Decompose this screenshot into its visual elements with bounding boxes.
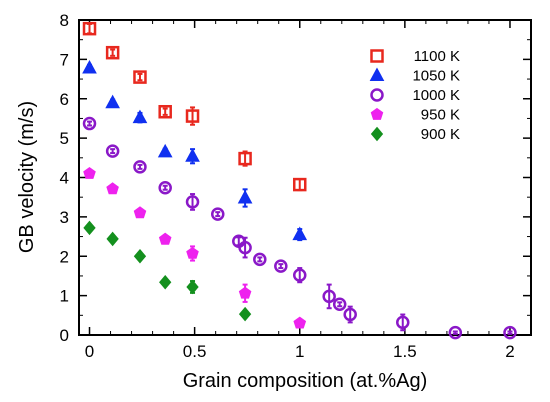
y-tick-label: 3 <box>60 208 69 227</box>
legend-label: 950 K <box>421 107 460 124</box>
y-tick-label: 2 <box>60 247 69 266</box>
legend-item: 1050 K <box>369 67 460 85</box>
data-point <box>186 246 199 259</box>
legend-label: 1050 K <box>412 68 460 85</box>
legend-item: 950 K <box>370 107 460 124</box>
data-point <box>238 240 252 255</box>
data-point <box>158 232 172 245</box>
data-point <box>238 306 252 322</box>
data-point <box>185 109 200 123</box>
series-diamond <box>83 220 252 322</box>
data-point <box>293 316 307 329</box>
x-tick-label: 2 <box>505 342 514 361</box>
x-tick-label: 0.5 <box>183 342 207 361</box>
legend: 1100 K 1050 K 1000 K 950 K 900 K <box>369 48 460 143</box>
data-point <box>133 248 147 264</box>
y-tick-label: 4 <box>60 169 69 188</box>
data-point <box>82 116 97 131</box>
data-point <box>211 207 225 221</box>
x-tick-labels: 0 0.5 1 1.5 2 <box>85 342 515 361</box>
data-point <box>133 206 147 219</box>
series-pentagon <box>83 166 307 329</box>
data-point <box>238 151 252 166</box>
data-point <box>503 325 517 340</box>
x-tick-label: 1 <box>295 342 304 361</box>
y-tick-label: 8 <box>60 11 69 30</box>
legend-marker <box>370 88 384 102</box>
legend-marker <box>370 107 384 120</box>
data-point <box>292 226 308 241</box>
data-point <box>448 325 463 340</box>
data-point <box>133 70 147 84</box>
plot-frame <box>78 19 532 336</box>
data-point <box>292 268 307 282</box>
data-point <box>253 252 267 267</box>
y-tick-label: 7 <box>60 50 69 69</box>
x-axis-title: Grain composition (at.%Ag) <box>183 370 428 392</box>
legend-label: 1000 K <box>412 87 460 104</box>
data-point <box>343 307 357 322</box>
data-point <box>274 259 288 273</box>
data-point <box>237 189 253 204</box>
legend-item: 900 K <box>370 126 460 143</box>
data-point <box>82 21 97 36</box>
data-point <box>106 182 119 195</box>
data-point <box>396 315 410 330</box>
data-point <box>159 274 172 290</box>
legend-marker <box>370 49 384 63</box>
data-point <box>157 143 173 158</box>
legend-label: 1100 K <box>414 48 460 65</box>
data-point <box>158 104 172 119</box>
data-point <box>106 231 119 247</box>
data-point <box>133 160 147 174</box>
data-point <box>132 109 148 124</box>
legend-label: 900 K <box>421 126 460 143</box>
data-point <box>332 297 347 312</box>
y-tick-label: 6 <box>60 90 69 109</box>
x-tick-label: 1.5 <box>393 342 417 361</box>
axis-ticks <box>79 19 531 336</box>
data-point <box>105 144 120 158</box>
x-tick-label: 0 <box>85 342 94 361</box>
data-point <box>83 220 96 236</box>
y-tick-labels: 0 1 2 3 4 5 6 7 8 <box>60 11 69 345</box>
data-point <box>292 177 307 192</box>
data-point <box>82 59 97 74</box>
y-tick-label: 5 <box>60 129 69 148</box>
data-point <box>105 45 120 60</box>
legend-marker <box>370 126 384 142</box>
data-point <box>158 180 172 195</box>
series-square <box>82 21 307 192</box>
y-tick-label: 1 <box>60 287 69 306</box>
data-point <box>185 148 200 162</box>
legend-marker <box>369 67 385 81</box>
series-circle <box>82 116 517 340</box>
data-point <box>238 286 252 299</box>
data-point <box>186 279 199 295</box>
data-point <box>185 195 200 209</box>
data-series <box>82 21 517 340</box>
series-triangle <box>82 59 308 242</box>
y-axis-title: GB velocity (m/s) <box>16 101 38 253</box>
data-point <box>105 94 120 109</box>
legend-item: 1000 K <box>370 87 460 104</box>
legend-item: 1100 K <box>370 48 460 65</box>
y-tick-label: 0 <box>60 326 69 345</box>
data-point <box>322 289 336 304</box>
data-point <box>83 166 96 179</box>
